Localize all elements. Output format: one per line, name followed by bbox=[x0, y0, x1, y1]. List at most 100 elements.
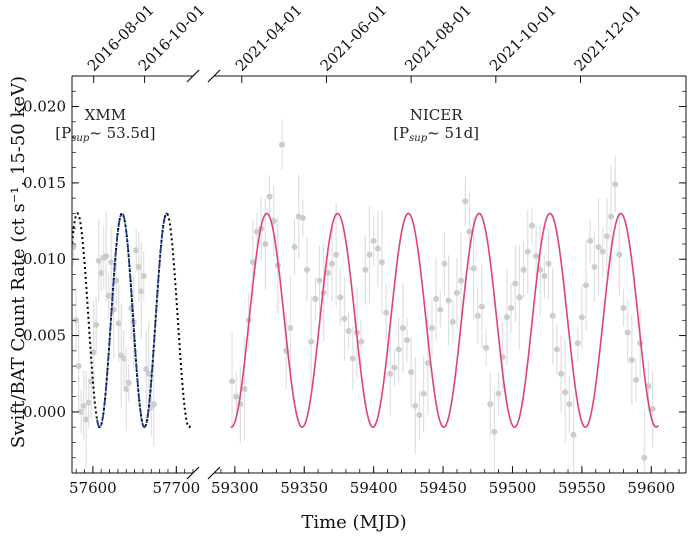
x-tick-label: 59550 bbox=[558, 479, 606, 497]
data-point bbox=[80, 402, 87, 409]
data-point bbox=[437, 306, 444, 313]
data-point bbox=[316, 277, 323, 284]
data-point bbox=[308, 338, 315, 345]
data-point bbox=[85, 399, 92, 406]
data-point bbox=[403, 337, 410, 344]
break-mark bbox=[186, 466, 200, 480]
data-point bbox=[595, 244, 602, 251]
data-point bbox=[503, 314, 510, 321]
data-point bbox=[358, 338, 365, 345]
data-point bbox=[649, 405, 656, 412]
y-axis: 0.000 0.005 0.010 0.015 0.020 bbox=[23, 75, 686, 474]
top-date-label: 2021-10-01 bbox=[486, 1, 560, 75]
y-tick-label: 0.010 bbox=[23, 250, 66, 268]
data-point bbox=[378, 259, 385, 266]
data-point bbox=[75, 363, 82, 370]
data-point bbox=[562, 389, 569, 396]
y-tick-label: 0.005 bbox=[23, 327, 66, 345]
data-point bbox=[241, 386, 248, 393]
data-point bbox=[583, 282, 590, 289]
data-point bbox=[549, 312, 556, 319]
data-point bbox=[620, 305, 627, 312]
data-point bbox=[374, 245, 381, 252]
data-point bbox=[279, 141, 286, 148]
data-point bbox=[266, 193, 273, 200]
data-point bbox=[362, 266, 369, 273]
data-point bbox=[453, 289, 460, 296]
data-point bbox=[420, 390, 427, 397]
top-date-label: 2021-12-01 bbox=[571, 1, 645, 75]
data-point bbox=[645, 382, 652, 389]
data-point bbox=[445, 297, 452, 304]
data-point bbox=[512, 280, 519, 287]
x-tick-label: 59350 bbox=[280, 479, 328, 497]
data-point bbox=[474, 312, 481, 319]
break-mark bbox=[207, 69, 221, 83]
data-point bbox=[574, 340, 581, 347]
y-tick-label: 0.000 bbox=[23, 403, 66, 421]
data-point bbox=[387, 370, 394, 377]
data-point bbox=[291, 244, 298, 251]
nicer-model-curve bbox=[230, 212, 659, 429]
data-point bbox=[466, 228, 473, 235]
panel-annotation-period: [Psup~ 53.5d] bbox=[55, 124, 155, 144]
data-point bbox=[345, 327, 352, 334]
data-point bbox=[578, 314, 585, 321]
panel-annotation-period: [Psup~ 51d] bbox=[393, 124, 479, 144]
top-date-label: 2021-06-01 bbox=[317, 1, 391, 75]
data-point bbox=[395, 346, 402, 353]
data-point bbox=[478, 303, 485, 310]
data-point bbox=[324, 269, 331, 276]
data-point bbox=[487, 401, 494, 408]
data-point bbox=[553, 346, 560, 353]
xmm-plot-area bbox=[72, 210, 192, 469]
data-point bbox=[98, 269, 105, 276]
data-point bbox=[103, 253, 110, 260]
data-point bbox=[495, 390, 502, 397]
period-value: ~ 53.5d] bbox=[89, 124, 155, 142]
data-point bbox=[483, 344, 490, 351]
x-tick-label: 59600 bbox=[627, 479, 675, 497]
data-point bbox=[145, 370, 152, 377]
x-tick-label: 59500 bbox=[489, 479, 537, 497]
panel-annotation-title: XMM bbox=[85, 106, 126, 124]
y-axis-label: Swift/BAT Count Rate (ct s⁻¹, 15-50 keV) bbox=[8, 76, 29, 448]
data-point bbox=[616, 251, 623, 258]
break-mark bbox=[207, 466, 221, 480]
data-point bbox=[591, 263, 598, 270]
period-bracket: [P bbox=[55, 124, 71, 142]
data-point bbox=[83, 416, 90, 423]
data-point bbox=[516, 294, 523, 301]
data-point bbox=[262, 240, 269, 247]
data-point bbox=[416, 411, 423, 418]
data-point bbox=[391, 364, 398, 371]
data-point bbox=[341, 315, 348, 322]
data-point bbox=[566, 401, 573, 408]
data-point bbox=[138, 288, 145, 295]
data-point bbox=[95, 257, 102, 264]
data-point bbox=[133, 247, 140, 254]
xmm-fit-model-curve bbox=[96, 212, 169, 429]
data-point bbox=[570, 431, 577, 438]
data-point bbox=[408, 369, 415, 376]
data-point bbox=[641, 454, 648, 461]
data-point bbox=[491, 428, 498, 435]
data-point bbox=[90, 349, 97, 356]
data-point bbox=[312, 295, 319, 302]
nicer-plot-area bbox=[229, 119, 659, 473]
panel-annotation-title: NICER bbox=[410, 106, 463, 124]
x-axis-label: Time (MJD) bbox=[301, 512, 406, 533]
data-point bbox=[299, 215, 306, 222]
data-point bbox=[254, 228, 261, 235]
data-point bbox=[115, 320, 122, 327]
data-point bbox=[370, 237, 377, 244]
data-point bbox=[545, 260, 552, 267]
xmm-panel: 57600 577002016-08-012016-10-01XMM[Psup~ … bbox=[55, 1, 208, 497]
data-point bbox=[470, 265, 477, 272]
axis-break-marks bbox=[186, 69, 221, 480]
data-point bbox=[628, 357, 635, 364]
data-point bbox=[73, 317, 80, 324]
data-point bbox=[462, 198, 469, 205]
data-point bbox=[608, 213, 615, 220]
